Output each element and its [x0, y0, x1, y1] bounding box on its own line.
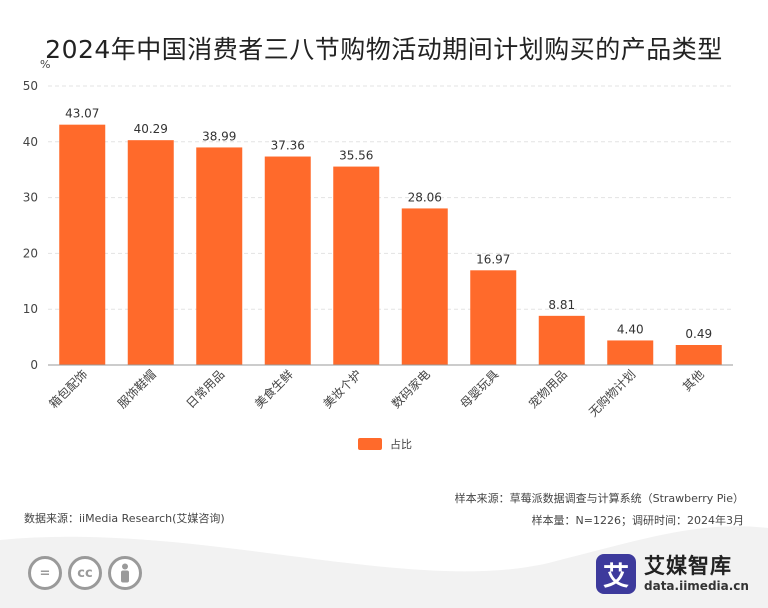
bar-value-label: 8.81 [548, 298, 575, 312]
data-source: 数据来源：iiMedia Research(艾媒咨询) [24, 512, 225, 525]
license-icons: = cc [28, 556, 142, 590]
brand-name: 艾媒智库 [644, 554, 732, 578]
y-tick-label: 30 [23, 191, 38, 205]
chart-title: 2024年中国消费者三八节购物活动期间计划购买的产品类型 [45, 35, 723, 64]
bar [333, 166, 380, 365]
bar-chart: 0 10 20 30 40 50 43.07 40.29 38.99 37.36 35.56 28.… [23, 79, 733, 420]
bars [59, 124, 722, 365]
sample-size: 样本量：N=1226；调研时间：2024年3月 [531, 514, 744, 527]
bar [401, 208, 448, 365]
bar-value-label: 35.56 [339, 149, 373, 163]
y-axis-unit: % [40, 58, 51, 71]
brand-logo: 艾 [596, 554, 636, 594]
bar-value-label: 4.40 [617, 322, 644, 336]
bar [675, 345, 722, 365]
bar [607, 340, 654, 365]
y-tick-label: 40 [23, 135, 38, 149]
bar [538, 315, 585, 365]
cc-icon: cc [68, 556, 102, 590]
bar [127, 140, 174, 365]
bar-value-label: 0.49 [685, 327, 712, 341]
brand-url: data.iimedia.cn [644, 579, 749, 593]
y-axis-ticks: 0 10 20 30 40 50 [23, 79, 38, 372]
legend-swatch [358, 438, 382, 450]
bar [264, 156, 311, 365]
legend: 占比 [358, 436, 412, 452]
y-tick-label: 50 [23, 79, 38, 93]
bar-value-label: 38.99 [202, 129, 236, 143]
equals-icon: = [28, 556, 62, 590]
brand-logo-block: 艾 艾媒智库 data.iimedia.cn [596, 554, 749, 594]
person-icon [108, 556, 142, 590]
bar-value-label: 43.07 [65, 107, 99, 121]
bar-value-label: 28.06 [408, 190, 442, 204]
bar-value-label: 37.36 [271, 139, 305, 153]
y-tick-label: 20 [23, 246, 38, 260]
bar-value-label: 16.97 [476, 252, 510, 266]
bar [196, 147, 243, 365]
sample-source-info: 样本来源：草莓派数据调查与计算系统（Strawberry Pie） 样本量：N=… [455, 488, 744, 532]
y-tick-label: 0 [30, 358, 38, 372]
bar [470, 270, 517, 365]
legend-label: 占比 [390, 438, 412, 451]
data-labels: 43.07 40.29 38.99 37.36 35.56 28.06 16.97 8.81 4… [65, 107, 712, 341]
bar-value-label: 40.29 [134, 122, 168, 136]
bar [59, 124, 106, 365]
y-tick-label: 10 [23, 302, 38, 316]
sample-source: 样本来源：草莓派数据调查与计算系统（Strawberry Pie） [454, 492, 744, 505]
